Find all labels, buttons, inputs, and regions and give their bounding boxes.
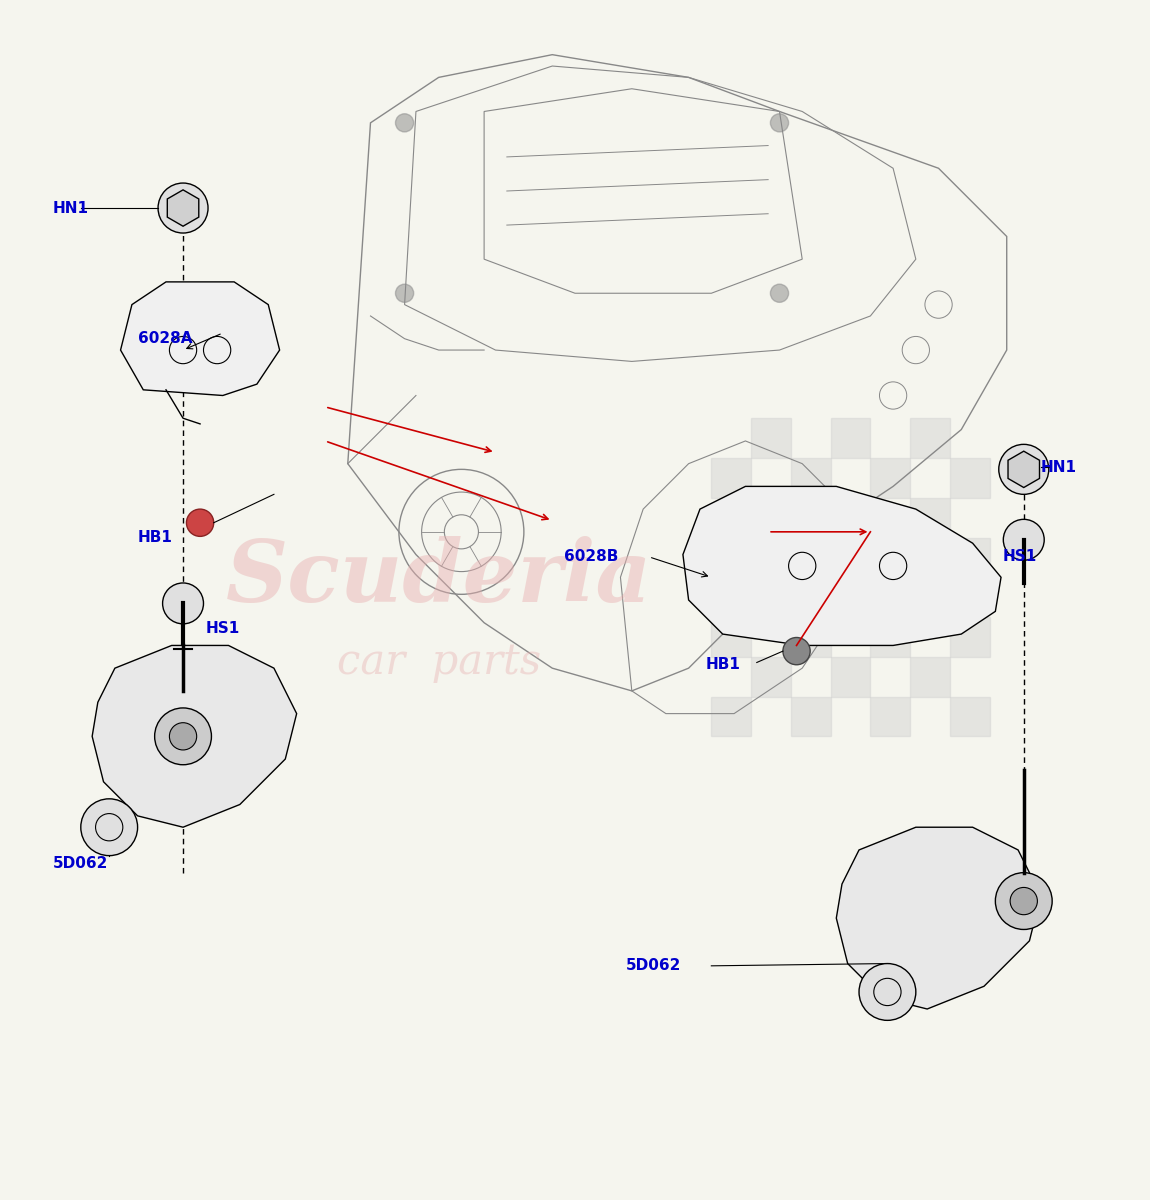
Polygon shape: [683, 486, 1000, 646]
Bar: [751, 498, 791, 538]
Circle shape: [998, 444, 1049, 494]
Circle shape: [770, 284, 789, 302]
Bar: [791, 617, 830, 656]
Text: 5D062: 5D062: [53, 856, 108, 871]
Polygon shape: [121, 282, 279, 396]
Bar: [791, 696, 830, 737]
Bar: [830, 419, 871, 458]
Text: HN1: HN1: [53, 200, 89, 216]
Bar: [910, 577, 950, 617]
Bar: [712, 617, 751, 656]
Circle shape: [1010, 888, 1037, 914]
Polygon shape: [92, 646, 297, 827]
Text: 6028A: 6028A: [138, 331, 192, 346]
Polygon shape: [167, 190, 199, 227]
Bar: [950, 696, 990, 737]
Bar: [830, 498, 871, 538]
Text: HS1: HS1: [1002, 550, 1036, 564]
Polygon shape: [836, 827, 1041, 1009]
Circle shape: [396, 284, 414, 302]
Text: HS1: HS1: [206, 620, 240, 636]
Circle shape: [1003, 520, 1044, 560]
Text: HB1: HB1: [138, 530, 172, 545]
Circle shape: [396, 114, 414, 132]
Bar: [871, 538, 910, 577]
Circle shape: [169, 722, 197, 750]
Bar: [910, 498, 950, 538]
Bar: [791, 538, 830, 577]
Polygon shape: [1009, 451, 1040, 487]
Bar: [910, 419, 950, 458]
Circle shape: [783, 637, 810, 665]
Bar: [751, 419, 791, 458]
Text: 6028B: 6028B: [564, 550, 618, 564]
Text: car  parts: car parts: [337, 642, 540, 684]
Bar: [751, 656, 791, 696]
Bar: [871, 696, 910, 737]
Circle shape: [154, 708, 212, 764]
Circle shape: [81, 799, 138, 856]
Bar: [871, 458, 910, 498]
Text: Scuderia: Scuderia: [225, 535, 652, 619]
Bar: [712, 696, 751, 737]
Circle shape: [770, 114, 789, 132]
Circle shape: [859, 964, 915, 1020]
Bar: [712, 538, 751, 577]
Bar: [712, 458, 751, 498]
Bar: [830, 656, 871, 696]
Circle shape: [996, 872, 1052, 930]
Circle shape: [186, 509, 214, 536]
Text: 5D062: 5D062: [626, 959, 682, 973]
Text: HN1: HN1: [1041, 460, 1076, 474]
Circle shape: [162, 583, 204, 624]
Bar: [950, 617, 990, 656]
Bar: [830, 577, 871, 617]
Bar: [791, 458, 830, 498]
Text: HB1: HB1: [706, 658, 741, 672]
Bar: [950, 458, 990, 498]
Bar: [751, 577, 791, 617]
Bar: [871, 617, 910, 656]
Circle shape: [158, 184, 208, 233]
Bar: [910, 656, 950, 696]
Bar: [950, 538, 990, 577]
